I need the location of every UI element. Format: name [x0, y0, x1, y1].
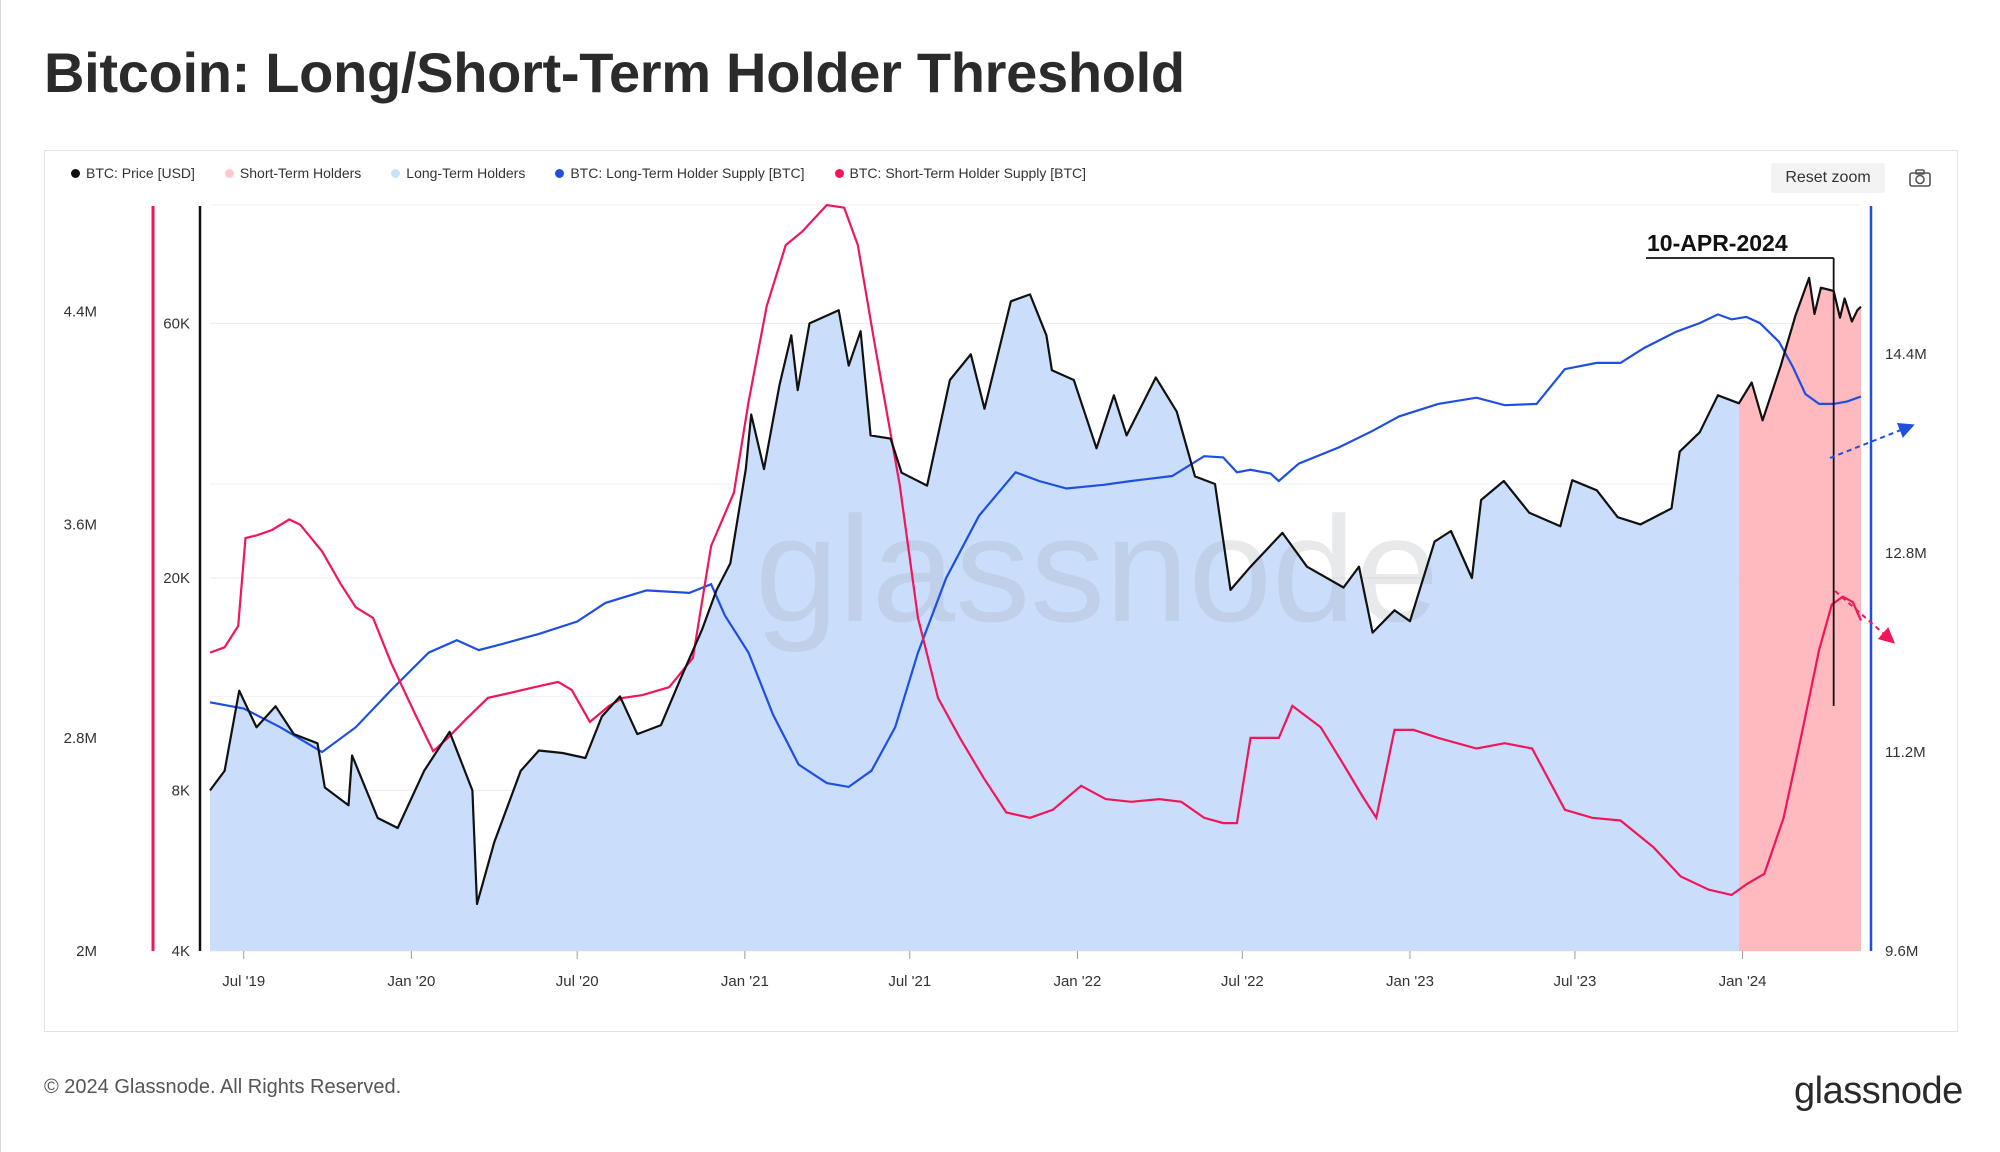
legend-label: BTC: Price [USD]	[86, 165, 195, 181]
page-title: Bitcoin: Long/Short-Term Holder Threshol…	[44, 41, 1185, 104]
legend-item[interactable]: BTC: Price [USD]	[71, 165, 195, 181]
x-tick-label: Jul '23	[1553, 973, 1596, 990]
chart-svg: glassnode 4K 8K 20K 60K 2M 2.8M 3.6M 4.4M 9.6M 11.…	[64, 203, 1927, 990]
lth-tick-label: 11.2M	[1885, 744, 1926, 761]
price-tick-label: 8K	[172, 782, 190, 799]
price-tick-label: 20K	[163, 570, 190, 587]
legend-label: Long-Term Holders	[406, 165, 526, 181]
short-term-holders-area	[1738, 277, 1861, 951]
x-tick-label: Jan '23	[1386, 973, 1434, 990]
price-tick-label: 60K	[163, 315, 190, 332]
legend-swatch	[555, 168, 565, 178]
sth-tick-label: 3.6M	[64, 517, 97, 534]
legend-label: BTC: Long-Term Holder Supply [BTC]	[570, 165, 805, 181]
sth-tick-label: 2M	[76, 943, 97, 960]
camera-icon[interactable]	[1907, 165, 1933, 191]
lth-supply-line	[209, 313, 1862, 789]
legend-label: BTC: Short-Term Holder Supply [BTC]	[849, 165, 1087, 181]
sth-trend-arrow	[1834, 590, 1896, 644]
legend: BTC: Price [USD] Short-Term Holders Long-T…	[71, 165, 1086, 181]
legend-swatch	[834, 168, 844, 178]
x-tick-label: Jul '19	[222, 973, 265, 990]
glassnode-logo: glassnode	[1794, 1070, 1963, 1112]
legend-item[interactable]: BTC: Short-Term Holder Supply [BTC]	[834, 165, 1087, 181]
lth-tick-label: 9.6M	[1885, 943, 1918, 960]
reset-zoom-button[interactable]: Reset zoom	[1771, 163, 1885, 193]
legend-swatch	[391, 168, 401, 178]
legend-item[interactable]: Long-Term Holders	[391, 165, 525, 181]
x-tick-label: Jul '20	[556, 973, 599, 990]
legend-item[interactable]: BTC: Long-Term Holder Supply [BTC]	[555, 165, 805, 181]
legend-swatch	[71, 168, 80, 178]
copyright-text: © 2024 Glassnode. All Rights Reserved.	[44, 1076, 402, 1098]
x-tick-label: Jan '21	[721, 973, 769, 990]
legend-item[interactable]: Short-Term Holders	[224, 165, 362, 181]
x-tick-label: Jul '21	[888, 973, 931, 990]
x-tick-label: Jul '22	[1221, 973, 1264, 990]
annotation-date-label: 10-APR-2024	[1647, 230, 1788, 256]
chart-panel: BTC: Price [USD] Short-Term Holders Long-T…	[44, 150, 1958, 1032]
price-line	[209, 276, 1862, 906]
sth-supply-line	[209, 203, 1863, 897]
sth-tick-label: 4.4M	[64, 304, 97, 321]
legend-swatch	[224, 168, 234, 178]
lth-trend-arrow	[1829, 422, 1915, 459]
page-border	[0, 0, 1, 1152]
legend-label: Short-Term Holders	[239, 165, 362, 181]
price-tick-label: 4K	[172, 943, 190, 960]
lth-tick-label: 12.8M	[1885, 545, 1927, 562]
x-tick-label: Jan '24	[1719, 973, 1767, 990]
lth-tick-label: 14.4M	[1885, 346, 1927, 363]
sth-tick-label: 2.8M	[64, 730, 97, 747]
watermark: glassnode	[755, 485, 1439, 653]
x-tick-label: Jan '20	[387, 973, 435, 990]
x-tick-label: Jan '22	[1053, 973, 1101, 990]
